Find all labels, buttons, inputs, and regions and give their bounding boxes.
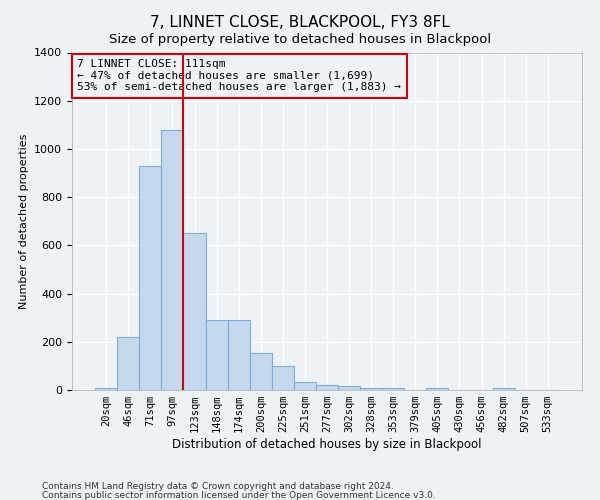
Y-axis label: Number of detached properties: Number of detached properties [19,134,29,309]
Text: 7, LINNET CLOSE, BLACKPOOL, FY3 8FL: 7, LINNET CLOSE, BLACKPOOL, FY3 8FL [150,15,450,30]
Bar [95,388,117,390]
Bar [139,166,161,390]
Bar [294,382,316,390]
Bar [184,234,206,390]
Bar [316,385,338,390]
Bar [360,388,382,390]
Text: Size of property relative to detached houses in Blackpool: Size of property relative to detached ho… [109,32,491,46]
Bar [206,320,227,390]
Bar [227,320,250,390]
Bar [117,337,139,390]
Bar [250,352,272,390]
Text: 7 LINNET CLOSE: 111sqm
← 47% of detached houses are smaller (1,699)
53% of semi-: 7 LINNET CLOSE: 111sqm ← 47% of detached… [77,59,401,92]
Text: Contains HM Land Registry data © Crown copyright and database right 2024.: Contains HM Land Registry data © Crown c… [42,482,394,491]
Text: Contains public sector information licensed under the Open Government Licence v3: Contains public sector information licen… [42,490,436,500]
X-axis label: Distribution of detached houses by size in Blackpool: Distribution of detached houses by size … [172,438,482,451]
Bar [272,366,294,390]
Bar [161,130,184,390]
Bar [493,388,515,390]
Bar [338,386,360,390]
Bar [382,388,404,390]
Bar [427,388,448,390]
